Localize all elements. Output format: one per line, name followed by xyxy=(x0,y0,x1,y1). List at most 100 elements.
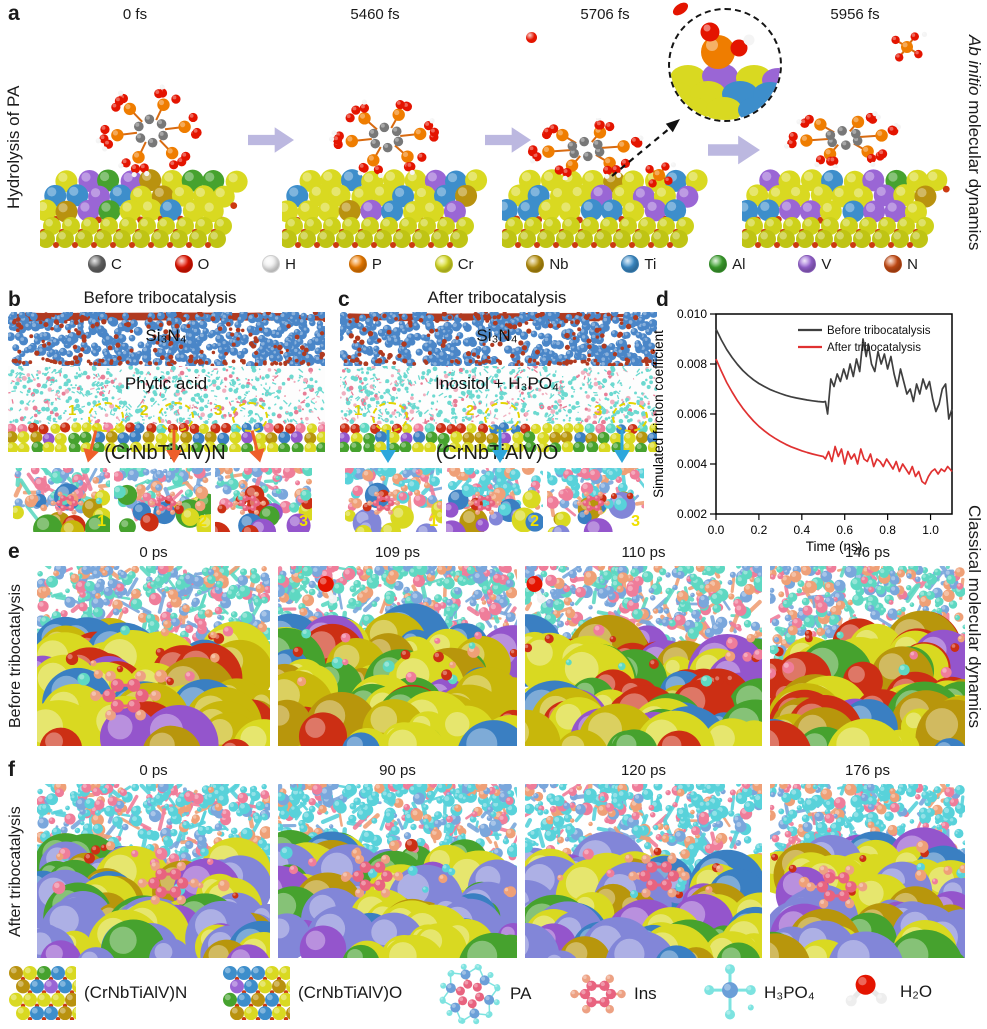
panel-c: c After tribocatalysis Si₃N₄ Inositol + … xyxy=(332,286,662,536)
pa-molecule-a3 xyxy=(520,118,652,180)
frame-f4-time: 176 ps xyxy=(844,762,891,779)
nitride-label: (CrNbTiAlV)N xyxy=(84,983,188,1002)
inset-num-b3: 3 xyxy=(299,513,308,530)
atom-legend-item-n: N xyxy=(884,255,918,273)
legend-item-oxide: (CrNbTiAlV)O xyxy=(222,966,402,1020)
phosphate-fragment-a3 xyxy=(640,158,678,192)
spot-num-b2: 2 xyxy=(140,402,149,419)
atom-swatch-v xyxy=(798,255,817,273)
inset-num-c2: 2 xyxy=(530,513,539,530)
pa-molecule-a4 xyxy=(778,108,910,168)
inset-image-c1: 1 xyxy=(345,468,442,532)
si3n4-label-b: Si₃N₄ xyxy=(145,326,187,345)
pa-label: PA xyxy=(510,984,532,1003)
atom-legend-item-cr: Cr xyxy=(434,255,474,273)
inset-image-b1: 1 xyxy=(13,468,110,532)
atom-symbol-p: P xyxy=(371,255,382,273)
legend-item-h2o: H₂O xyxy=(844,972,932,1012)
frame-a1-time: 0 fs xyxy=(122,6,148,23)
inset-image-c3: 3 xyxy=(547,468,644,532)
md-frame-f4 xyxy=(770,784,965,958)
atom-symbol-o: O xyxy=(197,255,210,273)
inset-num-c1: 1 xyxy=(429,513,438,530)
atom-legend-item-nb: Nb xyxy=(526,255,569,273)
atom-symbol-h: H xyxy=(285,255,297,273)
legend-item-nitride: (CrNbTiAlV)N xyxy=(8,966,187,1020)
h2o-molecule-icon xyxy=(844,972,892,1012)
frame-e1-time: 0 ps xyxy=(139,544,168,561)
si3n4-layer-c xyxy=(340,312,657,366)
panel-c-title: After tribocatalysis xyxy=(427,288,567,307)
slab-graphic-a3 xyxy=(502,164,712,254)
md-frame-e3 xyxy=(525,566,762,746)
atom-swatch-al xyxy=(709,255,728,273)
spot-num-b1: 1 xyxy=(68,402,77,419)
legend-item-h3po4: H₃PO₄ xyxy=(704,964,815,1022)
free-oxygen-dot xyxy=(526,32,537,43)
panel-e-side-label: Before tribocatalysis xyxy=(7,583,24,729)
atom-swatch-n xyxy=(884,255,903,273)
legend-item-ins: Ins xyxy=(570,966,657,1022)
atom-symbol-v: V xyxy=(821,255,832,273)
ins-label: Ins xyxy=(634,984,657,1003)
classical-axis-label: Classical molecular dynamics xyxy=(965,504,984,728)
atom-legend-item-p: P xyxy=(348,255,382,273)
spot-circle-b1 xyxy=(88,402,124,432)
legend-item-pa: PA xyxy=(438,962,531,1026)
panel-f-side-label: After tribocatalysis xyxy=(7,806,24,938)
md-frame-e2 xyxy=(278,566,517,746)
panel-f-label: f xyxy=(8,758,15,781)
spot-circle-b2 xyxy=(158,402,194,432)
atom-swatch-o xyxy=(174,255,193,273)
atom-legend-item-al: Al xyxy=(709,255,745,273)
ab-initio-axis-label: Ab initio molecular dynamics xyxy=(961,4,987,282)
step-arrow-3 xyxy=(708,135,760,165)
zoom-inset-circle xyxy=(668,8,782,122)
si3n4-layer-b xyxy=(8,312,325,366)
atom-swatch-ti xyxy=(621,255,640,273)
phosphate-fragment-a4 xyxy=(884,26,930,68)
spot-num-b3: 3 xyxy=(214,402,223,419)
pa-molecule-a2 xyxy=(326,95,446,180)
phytic-label-b: Phytic acid xyxy=(124,374,208,393)
spot-circle-c2 xyxy=(484,402,520,432)
atom-swatch-cr xyxy=(434,255,453,273)
atom-symbol-al: Al xyxy=(732,255,746,273)
spot-circle-c3 xyxy=(612,402,648,432)
frame-e2-time: 109 ps xyxy=(374,544,421,561)
atom-symbol-ti: Ti xyxy=(644,255,657,273)
step-arrow-1 xyxy=(248,127,294,153)
ab-initio-rest: molecular dynamics xyxy=(965,95,984,251)
inset-num-c3: 3 xyxy=(631,513,640,530)
slab-graphic-a2 xyxy=(282,164,492,254)
md-frame-f2 xyxy=(278,784,517,958)
atom-symbol-nb: Nb xyxy=(549,255,569,273)
pa-molecule-icon xyxy=(438,962,502,1026)
si3n4-label-c: Si₃N₄ xyxy=(476,326,518,345)
oxide-label: (CrNbTiAlV)O xyxy=(298,983,403,1002)
slab-graphic-a1 xyxy=(40,164,250,254)
atom-legend-item-c: C xyxy=(88,255,122,273)
atom-swatch-nb xyxy=(526,255,545,273)
panel-a-label: a xyxy=(8,2,20,25)
panel-e-label: e xyxy=(8,540,20,563)
substrate-layer-b xyxy=(8,422,325,452)
frame-f3-time: 120 ps xyxy=(620,762,667,779)
spot-num-c2: 2 xyxy=(466,402,475,419)
panel-b: b Before tribocatalysis Si₃N₄ Phytic aci… xyxy=(0,286,332,536)
atom-legend-item-h: H xyxy=(262,255,296,273)
inset-image-b3: 3 xyxy=(215,468,312,532)
frame-e3-time: 110 ps xyxy=(621,544,666,561)
md-frame-e4 xyxy=(770,566,965,746)
h2o-label: H₂O xyxy=(900,982,933,1001)
inset-image-b2: 2 xyxy=(114,468,211,532)
md-frame-f3 xyxy=(525,784,762,958)
ins-molecule-icon xyxy=(570,966,626,1022)
inset-arrow-b1 xyxy=(83,430,99,463)
atom-symbol-c: C xyxy=(111,255,122,273)
inset-arrow-c2 xyxy=(492,430,508,463)
inositol-label-c: Inositol + H₃PO₄ xyxy=(435,374,559,393)
panel-c-label: c xyxy=(338,288,350,311)
inset-molecule-graphic xyxy=(670,22,780,120)
